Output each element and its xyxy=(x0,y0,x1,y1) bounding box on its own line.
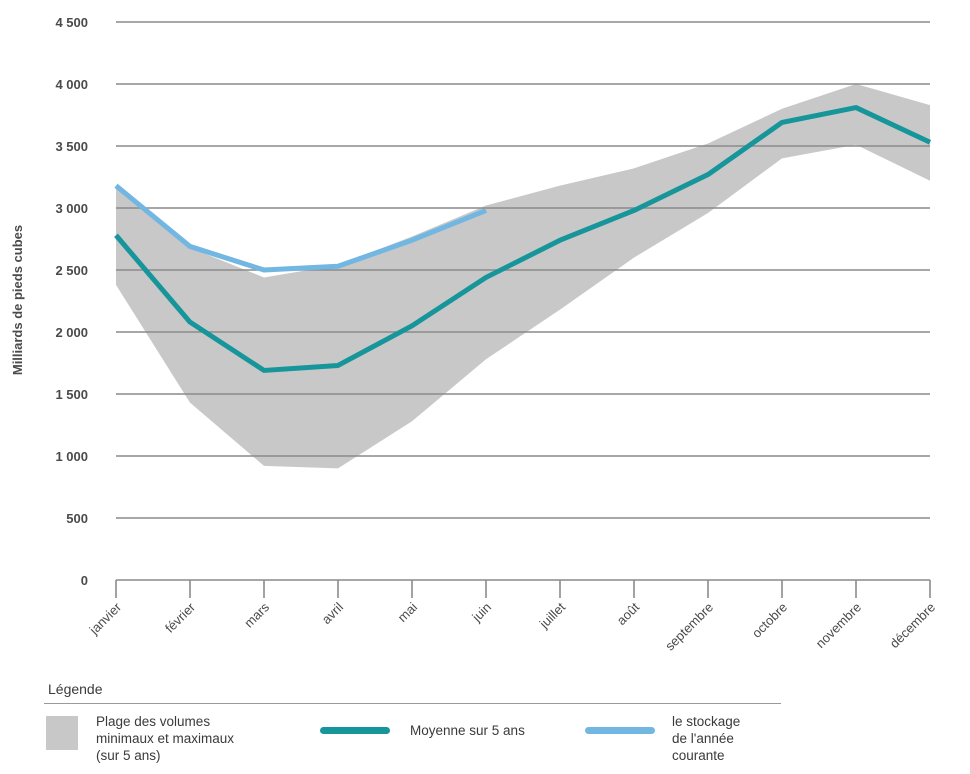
legend-band-label-line: Plage des volumes xyxy=(96,714,211,729)
x-axis-ticks: janvier février mars avril mai juin juillet aoû… xyxy=(86,579,938,654)
x-tick-label: avril xyxy=(319,599,347,627)
y-tick-label: 2 000 xyxy=(55,325,88,340)
y-tick-label: 4 500 xyxy=(55,15,88,30)
x-tick-label: septembre xyxy=(662,600,716,654)
x-tick-label: mai xyxy=(395,599,420,624)
y-tick-label: 3 500 xyxy=(55,139,88,154)
legend-current-swatch xyxy=(585,727,655,734)
average-line xyxy=(114,105,932,373)
min-max-band-layer xyxy=(116,84,930,469)
y-tick-label: 0 xyxy=(81,573,88,588)
min-max-band xyxy=(116,84,930,469)
series-lines xyxy=(114,105,932,373)
legend-average-swatch xyxy=(320,727,390,734)
y-tick-label: 4 000 xyxy=(55,77,88,92)
legend-divider xyxy=(44,703,781,704)
x-tick-label: janvier xyxy=(86,599,125,638)
y-tick-label: 2 500 xyxy=(55,263,88,278)
x-tick-label: octobre xyxy=(749,600,790,641)
y-tick-label: 500 xyxy=(66,511,88,526)
legend-band-label-line: minimaux et maximaux xyxy=(96,731,235,746)
y-axis-label: Milliards de pieds cubes xyxy=(10,225,25,375)
y-tick-label: 1 500 xyxy=(55,387,88,402)
legend-band-swatch xyxy=(46,716,78,750)
x-tick-label: juin xyxy=(468,600,494,626)
y-tick-label: 3 000 xyxy=(55,201,88,216)
x-tick-label: juillet xyxy=(536,599,569,632)
legend-band-label-line: (sur 5 ans) xyxy=(96,748,161,763)
legend-title: Légende xyxy=(48,681,103,697)
x-tick-label: décembre xyxy=(887,600,938,651)
current-year-line xyxy=(114,183,487,273)
x-tick-label: août xyxy=(614,599,643,628)
legend-current-label: le stockage de l'année courante xyxy=(672,713,740,764)
x-tick-label: février xyxy=(162,599,199,636)
y-tick-label: 1 000 xyxy=(55,449,88,464)
x-tick-label: mars xyxy=(241,599,272,630)
chart: 0 500 1 000 1 500 2 000 2 500 3 000 3 500 4 000 4… xyxy=(10,15,938,654)
legend-band-label: Plage des volumes minimaux et maximaux (… xyxy=(96,713,234,764)
legend-current-label-line: de l'année xyxy=(672,731,734,746)
y-axis-tick-labels: 0 500 1 000 1 500 2 000 2 500 3 000 3 500 4 000 4… xyxy=(55,15,88,588)
x-tick-label: novembre xyxy=(813,600,864,651)
gridlines xyxy=(116,21,930,519)
legend-current-label-line: le stockage xyxy=(672,714,741,729)
legend-average-label: Moyenne sur 5 ans xyxy=(410,723,525,738)
legend-current-label-line: courante xyxy=(672,748,725,763)
